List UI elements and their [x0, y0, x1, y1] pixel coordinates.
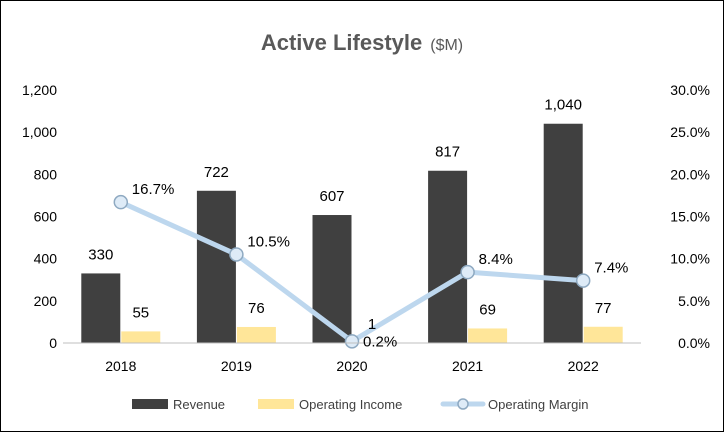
right-axis-tick-label: 15.0%: [670, 209, 710, 225]
data-labels: 330 55 722 76 607 1 817 69 1,040 77 16.7% 10.5% 0.2%…: [88, 97, 628, 351]
operating-margin-point: [460, 264, 475, 280]
left-axis-tick-label: 0: [49, 335, 57, 351]
line-series: [113, 194, 591, 349]
revenue-data-label: 330: [88, 246, 113, 263]
x-axis-tick-label: 2018: [105, 358, 136, 374]
left-axis-tick-label: 600: [34, 209, 58, 225]
operating-margin-point: [344, 334, 360, 349]
operating-margin-data-label: 0.2%: [363, 333, 397, 350]
operating-income-data-label: 1: [368, 316, 376, 333]
right-axis-tick-label: 30.0%: [670, 82, 710, 98]
revenue-bar: [81, 273, 121, 343]
operating-margin-data-label: 16.7%: [132, 181, 175, 198]
revenue-bar: [543, 123, 583, 343]
revenue-bar: [312, 215, 352, 343]
x-axis-tick-label: 2021: [452, 358, 483, 374]
chart-title: Active Lifestyle ($M): [261, 30, 463, 55]
chart-title-main: Active Lifestyle: [261, 30, 422, 55]
legend-swatch-operating-income: [258, 399, 294, 409]
right-axis-tick-label: 25.0%: [670, 124, 710, 140]
chart-title-unit: ($M): [430, 37, 463, 54]
left-axis-tick-label: 800: [34, 166, 58, 182]
legend-marker-operating-margin: [457, 398, 469, 410]
operating-income-bar: [468, 328, 508, 343]
operating-income-bar: [121, 331, 161, 343]
legend: Revenue Operating Income Operating Margin: [132, 397, 588, 412]
left-axis-tick-label: 1,200: [22, 82, 57, 98]
right-axis-tick-label: 20.0%: [670, 166, 710, 182]
revenue-data-label: 607: [319, 188, 344, 205]
operating-margin-data-label: 10.5%: [247, 233, 290, 250]
right-axis-tick-label: 10.0%: [670, 251, 710, 267]
operating-margin-point: [575, 273, 591, 288]
revenue-data-label: 817: [435, 144, 460, 161]
operating-income-bar: [583, 326, 623, 343]
left-axis-tick-label: 1,000: [22, 124, 57, 140]
x-axis-tick-label: 2020: [336, 358, 367, 374]
operating-income-data-label: 69: [479, 301, 496, 318]
left-axis: 0 200 400 600 800 1,000 1,200: [22, 82, 57, 351]
operating-income-data-label: 77: [595, 300, 612, 317]
x-axis-tick-label: 2022: [568, 358, 599, 374]
revenue-data-label: 1,040: [544, 97, 582, 114]
operating-margin-data-label: 8.4%: [479, 251, 513, 268]
legend-label-operating-margin: Operating Margin: [488, 397, 588, 412]
bar-series: [81, 123, 623, 343]
revenue-data-label: 722: [204, 164, 229, 181]
right-axis: 0.0% 5.0% 10.0% 15.0% 20.0% 25.0% 30.0%: [670, 82, 710, 351]
left-axis-tick-label: 200: [34, 293, 58, 309]
legend-label-operating-income: Operating Income: [299, 397, 402, 412]
left-axis-tick-label: 400: [34, 251, 58, 267]
x-axis-tick-label: 2019: [221, 358, 252, 374]
operating-margin-point: [229, 247, 244, 262]
x-axis: 2018 2019 2020 2021 2022: [63, 342, 641, 374]
operating-margin-point: [113, 194, 129, 210]
legend-swatch-revenue: [132, 399, 168, 409]
operating-income-bar: [236, 326, 276, 343]
operating-margin-data-label: 7.4%: [594, 260, 628, 277]
operating-margin-line: [118, 199, 586, 344]
operating-income-data-label: 55: [132, 304, 149, 321]
operating-income-data-label: 76: [248, 300, 265, 317]
revenue-bar: [428, 170, 468, 343]
revenue-bar: [196, 190, 236, 343]
right-axis-tick-label: 0.0%: [678, 335, 710, 351]
legend-label-revenue: Revenue: [173, 397, 225, 412]
right-axis-tick-label: 5.0%: [678, 293, 710, 309]
